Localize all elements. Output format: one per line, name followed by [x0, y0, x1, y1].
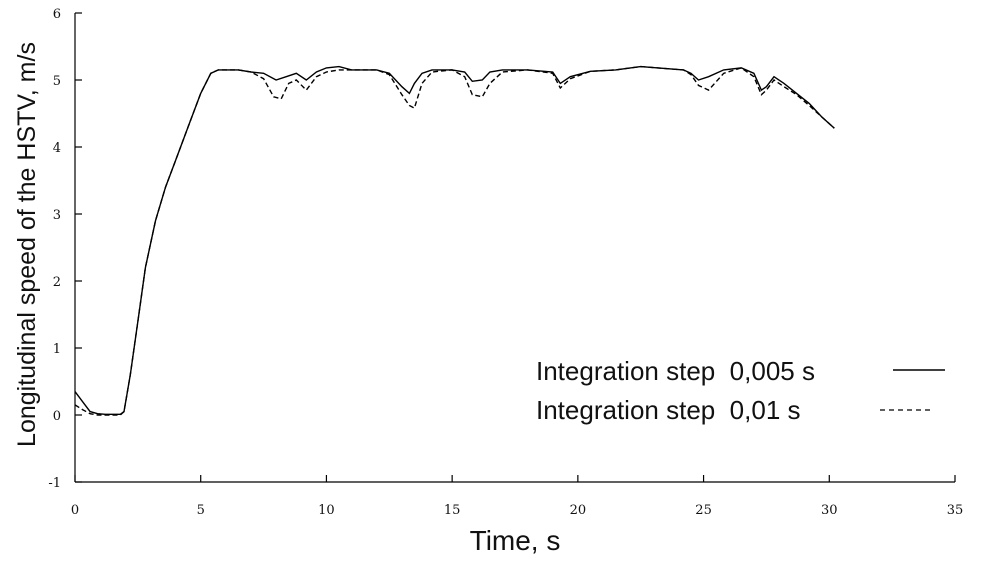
series-layer: [74, 65, 835, 416]
series-line-1: [74, 65, 835, 415]
axes: [74, 13, 955, 483]
y-tick-label: 3: [53, 208, 61, 223]
y-tick-label: 6: [53, 7, 61, 22]
legend-label-series-1: Integration step 0,005 s: [536, 356, 815, 386]
y-tick-label: 5: [53, 74, 61, 89]
y-axis-title: Longitudinal speed of the HSTV, m/s: [13, 42, 41, 447]
x-tick-label: 15: [444, 503, 461, 518]
x-tick-label: 25: [695, 503, 712, 518]
y-tick-label: -1: [48, 476, 61, 491]
y-tick-label: 4: [53, 141, 61, 156]
x-tick-label: 35: [947, 503, 964, 518]
x-tick-label: 20: [570, 503, 587, 518]
x-tick-label: 0: [71, 503, 79, 518]
y-tick-label: 2: [53, 275, 61, 290]
legend-label-series-2: Integration step 0,01 s: [536, 395, 801, 425]
x-tick-label: 10: [318, 503, 335, 518]
ticks: 0 5 10 15 20 25 30 35 -1 0 1 2 3 4 5 6: [48, 7, 963, 518]
x-axis-title: Time, s: [470, 525, 561, 556]
x-tick-label: 5: [197, 503, 205, 518]
y-tick-label: 0: [53, 409, 61, 424]
x-tick-label: 30: [821, 503, 838, 518]
y-tick-label: 1: [53, 342, 61, 357]
legend: Integration step 0,005 s Integration ste…: [536, 356, 945, 425]
series-line-2: [74, 65, 835, 416]
